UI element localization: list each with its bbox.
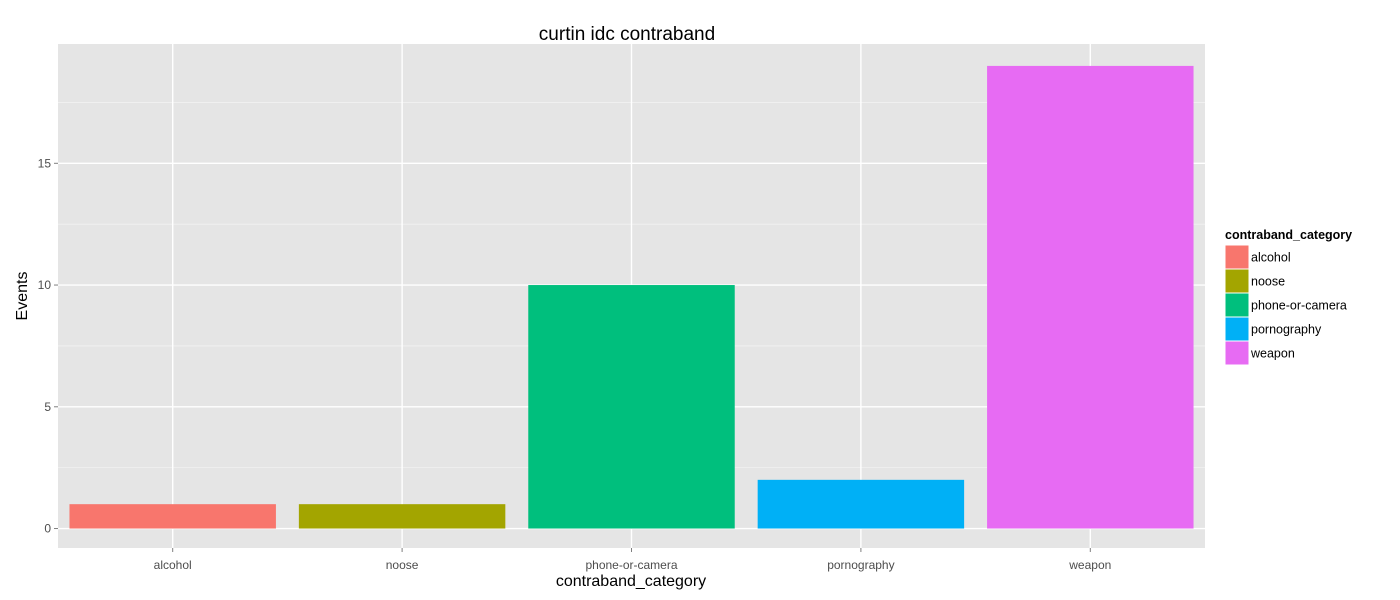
legend-swatch-phone-or-camera (1225, 293, 1249, 317)
y-axis-title: Events (14, 272, 31, 321)
legend-swatch-alcohol (1225, 245, 1249, 269)
bar-alcohol (69, 504, 276, 529)
legend-swatch-pornography (1225, 317, 1249, 341)
chart-title: curtin idc contraband (539, 24, 715, 45)
bar-weapon (987, 65, 1194, 529)
legend: contraband_category alcohol noose phone-or… (1224, 228, 1352, 366)
legend-swatch-weapon (1225, 341, 1249, 365)
legend-label-pornography: pornography (1251, 323, 1322, 337)
legend-label-phone-or-camera: phone-or-camera (1251, 299, 1347, 313)
legend-title: contraband_category (1225, 228, 1352, 242)
bar-phone-or-camera (528, 285, 735, 529)
x-tick-label: noose (386, 558, 419, 572)
y-tick-label: 5 (44, 400, 51, 414)
x-tick-label: phone-or-camera (585, 558, 677, 572)
y-axis-ticks: 0 5 10 15 (38, 156, 58, 536)
legend-label-alcohol: alcohol (1251, 251, 1291, 265)
x-tick-label: pornography (827, 558, 894, 572)
legend-label-weapon: weapon (1250, 347, 1295, 361)
y-tick-label: 0 (44, 522, 51, 536)
legend-items: alcohol noose phone-or-camera pornography we… (1224, 244, 1347, 366)
x-tick-label: weapon (1068, 558, 1111, 572)
legend-label-noose: noose (1251, 275, 1285, 289)
y-tick-label: 10 (38, 278, 52, 292)
y-tick-label: 15 (38, 156, 52, 170)
x-axis-ticks: alcohol noose phone-or-camera pornography we… (154, 548, 1111, 572)
legend-swatch-noose (1225, 269, 1249, 293)
bars (69, 65, 1194, 529)
x-axis-title: contraband_category (556, 573, 706, 590)
x-tick-label: alcohol (154, 558, 192, 572)
bar-pornography (757, 479, 965, 529)
bar-noose (298, 504, 506, 529)
